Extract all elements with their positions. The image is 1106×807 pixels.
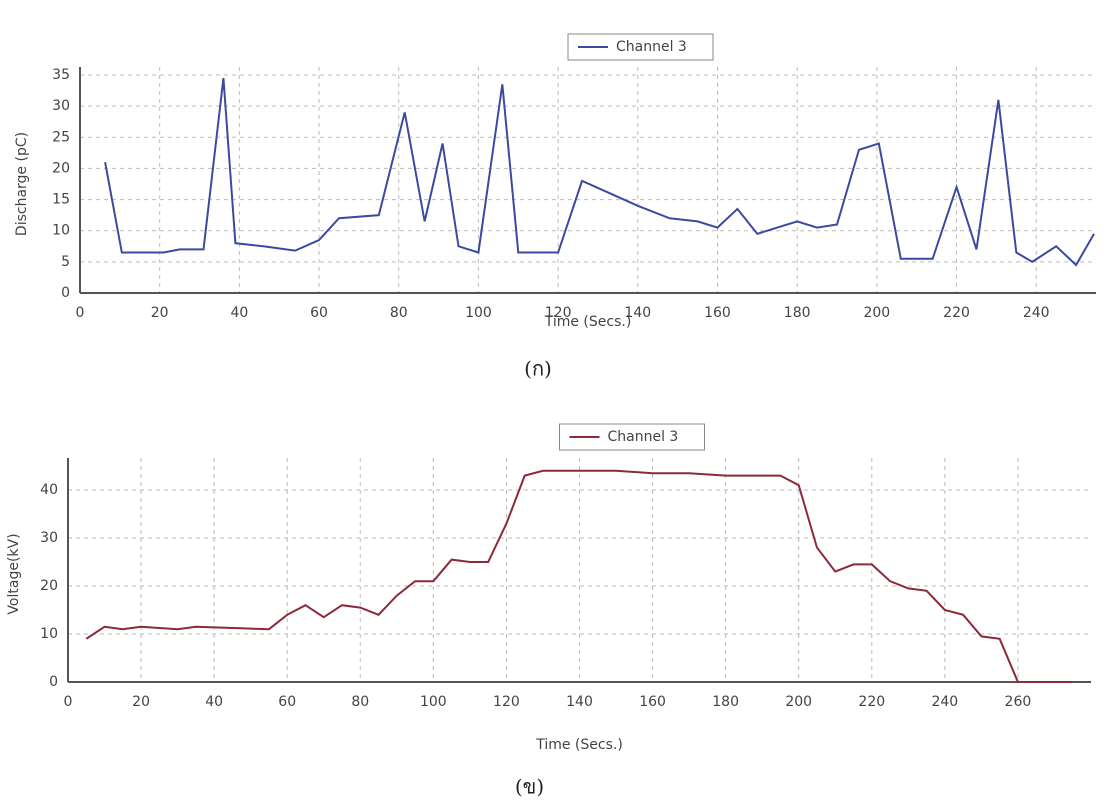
x-tick-label: 100 xyxy=(420,694,447,710)
x-tick-label: 0 xyxy=(64,694,73,710)
legend-label: Channel 3 xyxy=(616,39,687,55)
x-tick-label: 260 xyxy=(1005,694,1032,710)
y-tick-label: 30 xyxy=(52,98,70,114)
x-tick-label: 140 xyxy=(566,694,593,710)
y-tick-label: 35 xyxy=(52,67,70,83)
data-line xyxy=(104,77,1095,267)
y-tick-label: 10 xyxy=(40,626,58,642)
y-tick-label: 15 xyxy=(52,192,70,208)
x-axis-label: Time (Secs.) xyxy=(544,314,632,330)
y-axis-label: Voltage(kV) xyxy=(6,533,22,614)
x-tick-label: 120 xyxy=(545,305,572,321)
x-tick-label: 80 xyxy=(390,305,408,321)
y-tick-label: 30 xyxy=(40,530,58,546)
legend-box xyxy=(559,423,705,451)
y-tick-label: 10 xyxy=(52,223,70,239)
x-tick-label: 200 xyxy=(863,305,890,321)
x-axis-label: Time (Secs.) xyxy=(535,737,623,753)
x-tick-label: 140 xyxy=(624,305,651,321)
y-tick-label: 20 xyxy=(52,160,70,176)
x-tick-label: 20 xyxy=(132,694,150,710)
x-tick-label: 40 xyxy=(230,305,248,321)
x-tick-label: 180 xyxy=(784,305,811,321)
x-tick-label: 240 xyxy=(931,694,958,710)
x-tick-label: 60 xyxy=(278,694,296,710)
x-tick-label: 200 xyxy=(785,694,812,710)
x-tick-label: 40 xyxy=(205,694,223,710)
y-tick-label: 0 xyxy=(61,285,70,301)
caption: (ก) xyxy=(524,357,552,381)
x-tick-label: 60 xyxy=(310,305,328,321)
x-tick-label: 160 xyxy=(639,694,666,710)
y-tick-label: 25 xyxy=(52,129,70,145)
x-tick-label: 20 xyxy=(151,305,169,321)
y-tick-label: 20 xyxy=(40,578,58,594)
caption: (ข) xyxy=(515,775,544,799)
y-tick-label: 40 xyxy=(40,482,58,498)
x-tick-label: 160 xyxy=(704,305,731,321)
x-tick-label: 120 xyxy=(493,694,520,710)
x-tick-label: 80 xyxy=(351,694,369,710)
y-tick-label: 5 xyxy=(61,254,70,270)
legend-label: Channel 3 xyxy=(608,429,679,445)
x-tick-label: 220 xyxy=(858,694,885,710)
y-axis-label: Discharge (pC) xyxy=(14,132,30,236)
x-tick-label: 180 xyxy=(712,694,739,710)
data-line xyxy=(85,469,1073,683)
x-tick-label: 220 xyxy=(943,305,970,321)
x-tick-label: 240 xyxy=(1023,305,1050,321)
x-tick-label: 100 xyxy=(465,305,492,321)
x-tick-label: 0 xyxy=(76,305,85,321)
y-tick-label: 0 xyxy=(49,674,58,690)
